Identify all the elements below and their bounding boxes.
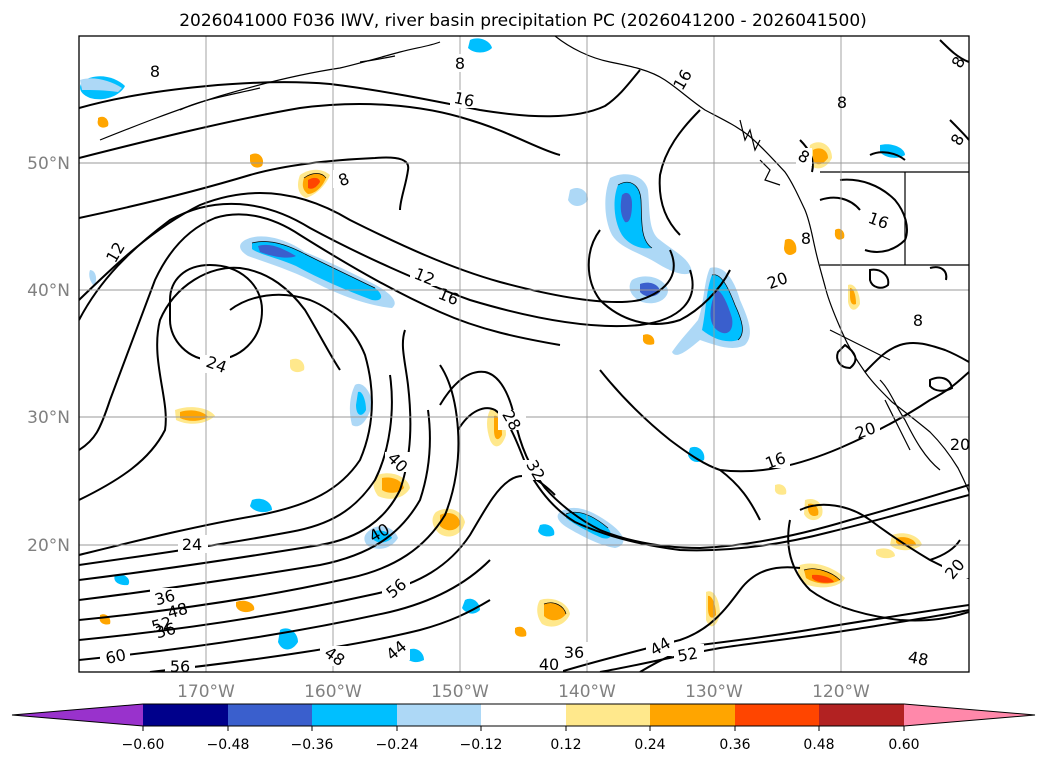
contour-label: 36	[153, 619, 178, 643]
chart-title: 2026041000 F036 IWV, river basin precipi…	[179, 11, 867, 31]
colorbar-tick-label: −0.12	[460, 737, 503, 753]
contour-label: 8	[913, 311, 923, 330]
colorbar-tick-label: −0.48	[207, 737, 250, 753]
colorbar-segment	[228, 704, 312, 726]
colorbar-tick-label: 0.24	[634, 737, 665, 753]
contour-label: 20	[950, 435, 970, 454]
contour-label: 36	[153, 586, 178, 610]
lon-tick-label: 120°W	[812, 682, 870, 702]
contour-label: 8	[837, 93, 847, 112]
contour-label: 52	[676, 643, 699, 665]
contour-label: 36	[564, 643, 584, 662]
colorbar-tick-label: −0.60	[122, 737, 165, 753]
colorbar-tick-label: 0.60	[888, 737, 919, 753]
shading-outlines	[251, 173, 841, 615]
contour-label: 24	[182, 535, 202, 554]
lon-tick-label: 150°W	[431, 682, 489, 702]
contour-label: 52	[149, 613, 174, 637]
lon-tick-label: 160°W	[304, 682, 362, 702]
colorbar: −0.60 −0.48 −0.36 −0.24 −0.12 0.12 0.24 …	[11, 703, 1036, 753]
map-frame	[78, 35, 970, 673]
lon-tick-label: 170°W	[177, 682, 235, 702]
lon-axis: 170°W 160°W 150°W 140°W 130°W 120°W	[177, 682, 870, 702]
lon-tick-label: 140°W	[558, 682, 616, 702]
colorbar-segment	[143, 704, 228, 726]
colorbar-segment	[397, 704, 481, 726]
colorbar-tick-label: −0.24	[376, 737, 419, 753]
colorbar-segment	[735, 704, 819, 726]
contour-label: 8	[455, 54, 465, 73]
lat-tick-label: 20°N	[27, 536, 70, 556]
lon-tick-label: 130°W	[685, 682, 743, 702]
contour-label: 60	[104, 645, 128, 668]
colorbar-segment	[650, 704, 735, 726]
contour-label: 56	[170, 657, 190, 676]
colorbar-extend-max	[904, 704, 1035, 726]
colorbar-segment	[819, 704, 904, 726]
coastlines	[99, 36, 969, 493]
contour-label: 40	[539, 655, 559, 674]
colorbar-segment	[566, 704, 650, 726]
colorbar-tick-label: −0.36	[291, 737, 334, 753]
lat-tick-label: 30°N	[27, 408, 70, 428]
contour-labels: 8 8 16 8 12 12 16 24 16 8 20 20 28 32 40	[100, 53, 970, 676]
colorbar-segment	[481, 704, 566, 726]
lat-tick-label: 40°N	[27, 281, 70, 301]
contour-label: 48	[165, 599, 190, 623]
map-area: 8 8 16 8 12 12 16 24 16 8 20 20 28 32 40	[79, 36, 970, 676]
colorbar-tick-label: 0.12	[550, 737, 581, 753]
contour-label: 8	[150, 62, 160, 81]
colorbar-tick-label: 0.36	[719, 737, 750, 753]
lat-axis: 50°N 40°N 30°N 20°N	[27, 154, 70, 556]
colorbar-tick-label: 0.48	[803, 737, 834, 753]
colorbar-extend-min	[12, 704, 143, 726]
contour-label: 48	[907, 647, 930, 669]
lat-tick-label: 50°N	[27, 154, 70, 174]
contour-label: 16	[452, 88, 476, 111]
contour-label: 8	[801, 229, 811, 248]
shaded-field	[80, 38, 922, 663]
colorbar-segment	[312, 704, 397, 726]
